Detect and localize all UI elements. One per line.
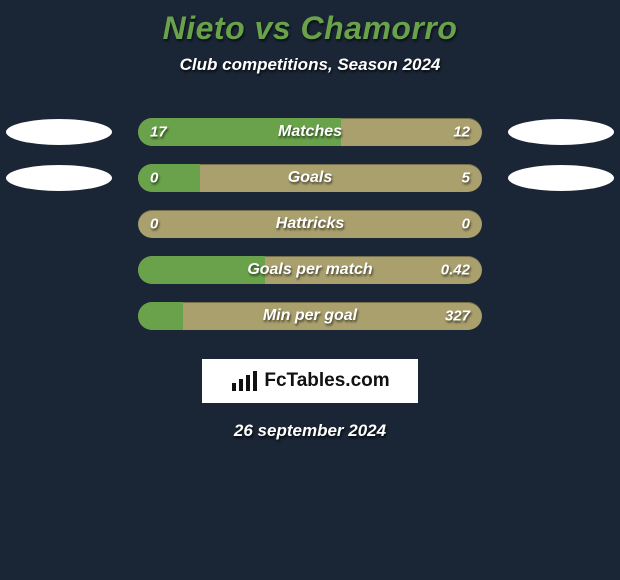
stat-label: Matches <box>278 123 342 141</box>
stat-value-right: 5 <box>462 170 470 187</box>
stat-value-right: 0.42 <box>441 262 470 279</box>
comparison-card: Nieto vs Chamorro Club competitions, Sea… <box>0 0 620 580</box>
subtitle: Club competitions, Season 2024 <box>0 55 620 75</box>
stat-bar: 0 Hattricks 0 <box>138 210 482 238</box>
player-ellipse-left <box>6 165 112 191</box>
branding-box: FcTables.com <box>202 359 418 403</box>
stat-value-right: 12 <box>453 124 470 141</box>
page-title: Nieto vs Chamorro <box>0 0 620 55</box>
stat-label: Min per goal <box>263 307 357 325</box>
stat-label: Hattricks <box>276 215 344 233</box>
stat-row: Min per goal 327 <box>0 293 620 339</box>
stat-bar: 17 Matches 12 <box>138 118 482 146</box>
stat-value-right: 0 <box>462 216 470 233</box>
stat-label: Goals per match <box>247 261 372 279</box>
stat-fill-left <box>138 164 200 192</box>
stat-bar: 0 Goals 5 <box>138 164 482 192</box>
stat-fill-left <box>138 302 183 330</box>
stat-fill-left <box>138 256 265 284</box>
stat-value-left: 17 <box>150 124 167 141</box>
player-ellipse-right <box>508 165 614 191</box>
branding-text: FcTables.com <box>264 370 389 392</box>
stat-label: Goals <box>288 169 332 187</box>
stat-bar: Min per goal 327 <box>138 302 482 330</box>
stat-row: 0 Goals 5 <box>0 155 620 201</box>
stat-row: 17 Matches 12 <box>0 109 620 155</box>
bars-icon <box>230 369 258 393</box>
stat-row: Goals per match 0.42 <box>0 247 620 293</box>
stat-value-right: 327 <box>445 308 470 325</box>
date-text: 26 september 2024 <box>0 421 620 441</box>
player-ellipse-left <box>6 119 112 145</box>
stat-bar: Goals per match 0.42 <box>138 256 482 284</box>
stat-value-left: 0 <box>150 170 158 187</box>
player-ellipse-right <box>508 119 614 145</box>
stat-row: 0 Hattricks 0 <box>0 201 620 247</box>
stat-value-left: 0 <box>150 216 158 233</box>
stat-rows: 17 Matches 12 0 Goals 5 0 <box>0 109 620 339</box>
